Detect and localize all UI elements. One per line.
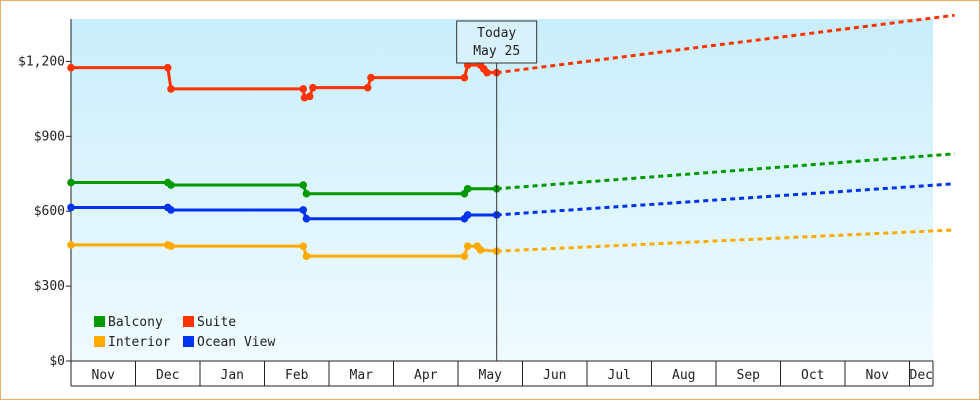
legend-swatch	[183, 316, 194, 327]
projection-line	[496, 13, 955, 75]
projection-line	[496, 152, 955, 191]
x-tick-label: Oct	[801, 368, 824, 383]
data-point	[483, 68, 491, 77]
series-balcony	[67, 152, 955, 198]
x-tick-label: Nov	[92, 368, 116, 383]
data-point	[299, 242, 308, 250]
data-point	[67, 241, 75, 249]
y-tick-label: $600	[34, 204, 65, 219]
plot-area	[71, 19, 933, 361]
data-point	[460, 252, 469, 260]
data-point	[167, 242, 175, 250]
x-tick-label: Jul	[608, 368, 631, 383]
today-marker: Today May 25	[456, 20, 538, 361]
data-point	[167, 206, 175, 214]
legend-label: Interior	[108, 335, 171, 350]
data-point	[163, 63, 172, 72]
projection-line	[496, 182, 955, 217]
legend-label: Balcony	[108, 315, 163, 330]
x-tick-label: Aug	[672, 368, 695, 383]
x-tick-label: Sep	[737, 368, 761, 383]
data-point	[463, 211, 472, 219]
series-group	[67, 13, 955, 260]
today-label: Today	[477, 26, 516, 41]
data-point	[309, 83, 317, 92]
y-tick-label: $0	[49, 354, 65, 369]
x-tick-label: Dec	[910, 368, 933, 383]
legend-label: Suite	[197, 315, 236, 330]
data-point	[67, 63, 75, 72]
data-point	[299, 181, 308, 189]
y-tick-label: $900	[34, 129, 65, 144]
data-point	[299, 206, 308, 214]
today-date: May 25	[473, 44, 520, 59]
data-point	[363, 83, 372, 92]
data-point	[167, 85, 175, 93]
legend-swatch	[94, 336, 105, 347]
y-axis: $0 $300 $600 $900 $1,200	[18, 19, 72, 369]
data-point	[302, 214, 311, 223]
today-box	[456, 20, 538, 64]
data-point	[463, 242, 472, 250]
legend-swatch	[183, 336, 194, 347]
data-point	[302, 252, 311, 260]
data-point	[476, 246, 485, 254]
x-tick-label: Feb	[285, 368, 309, 383]
x-tick-label: Jan	[221, 368, 244, 383]
data-point	[67, 178, 75, 187]
legend-label: Ocean View	[197, 335, 275, 350]
series-ocean-view	[67, 182, 955, 223]
projection-line	[496, 228, 955, 253]
x-tick-label: Dec	[156, 368, 179, 383]
x-tick-label: Jun	[543, 368, 566, 383]
x-axis: Nov Dec Jan Feb Mar Apr May Jun Jul Aug Sep Oct Nov D…	[70, 360, 934, 387]
legend: Balcony Suite Interior Ocean View	[94, 315, 275, 350]
y-tick-label: $300	[34, 279, 65, 294]
data-point	[167, 181, 175, 189]
x-tick-label: Nov	[866, 368, 890, 383]
x-tick-label: Mar	[350, 368, 374, 383]
data-point	[460, 73, 469, 82]
data-point	[463, 184, 472, 193]
data-point	[299, 85, 308, 93]
data-point	[367, 73, 375, 82]
data-point	[67, 203, 75, 212]
x-tick-label: Apr	[414, 368, 438, 383]
series-interior	[67, 228, 955, 260]
data-point	[302, 189, 311, 198]
legend-swatch	[94, 316, 105, 327]
x-tick-label: May	[479, 368, 503, 383]
y-tick-label: $1,200	[18, 54, 65, 69]
data-point	[305, 92, 314, 101]
